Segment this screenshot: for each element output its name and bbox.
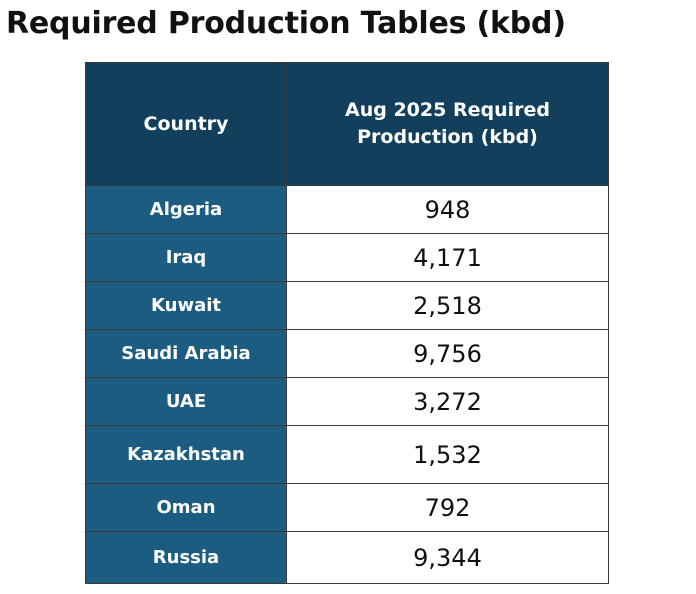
column-header-required-production-label: Aug 2025 Required Production (kbd) [345,99,550,148]
country-cell: Kazakhstan [85,425,287,484]
column-header-country: Country [85,62,287,186]
table-row: Saudi Arabia 9,756 [85,329,609,378]
country-cell: UAE [85,377,287,426]
table-row: Iraq 4,171 [85,233,609,282]
required-production-cell: 1,532 [286,425,609,484]
required-production-cell: 4,171 [286,233,609,282]
required-production-cell: 9,344 [286,531,609,584]
country-cell: Algeria [85,185,287,234]
table-body: Algeria 948 Iraq 4,171 Kuwait 2,518 Saudi Arab… [85,185,609,584]
required-production-cell: 2,518 [286,281,609,330]
country-cell: Oman [85,483,287,532]
table-row: Kazakhstan 1,532 [85,425,609,484]
column-header-required-production: Aug 2025 Required Production (kbd) [286,62,609,186]
page-title: Required Production Tables (kbd) [6,6,566,41]
country-cell: Saudi Arabia [85,329,287,378]
table-row: UAE 3,272 [85,377,609,426]
table-row: Kuwait 2,518 [85,281,609,330]
required-production-cell: 948 [286,185,609,234]
table-row: Oman 792 [85,483,609,532]
required-production-cell: 3,272 [286,377,609,426]
table-header-row: Country Aug 2025 Required Production (kb… [85,62,609,186]
table-row: Algeria 948 [85,185,609,234]
production-table: Country Aug 2025 Required Production (kb… [85,62,609,584]
required-production-cell: 9,756 [286,329,609,378]
production-table-container: Country Aug 2025 Required Production (kb… [85,62,609,584]
country-cell: Russia [85,531,287,584]
table-row: Russia 9,344 [85,531,609,584]
country-cell: Iraq [85,233,287,282]
country-cell: Kuwait [85,281,287,330]
required-production-cell: 792 [286,483,609,532]
